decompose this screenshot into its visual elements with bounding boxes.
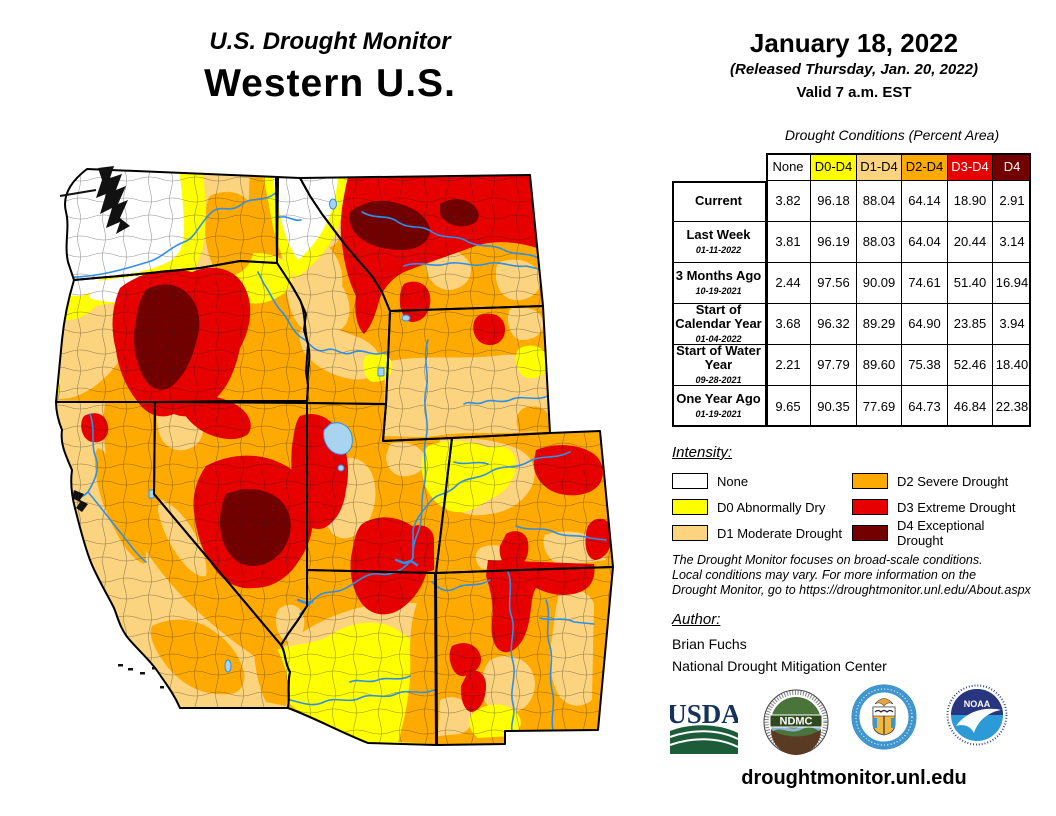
column-header-d0-d4: D0-D4 bbox=[811, 153, 857, 181]
table-value: 64.90 bbox=[902, 304, 948, 345]
table-value: 89.60 bbox=[857, 345, 902, 386]
author-organization: National Drought Mitigation Center bbox=[672, 658, 887, 674]
table-value: 16.94 bbox=[993, 263, 1031, 304]
column-header-d2-d4: D2-D4 bbox=[902, 153, 948, 181]
legend-label: None bbox=[717, 473, 749, 489]
table-value: 3.14 bbox=[993, 222, 1031, 263]
table-value: 75.38 bbox=[902, 345, 948, 386]
legend-heading: Intensity: bbox=[672, 444, 733, 461]
table-value: 90.09 bbox=[857, 263, 902, 304]
table-value: 20.44 bbox=[948, 222, 993, 263]
strait-line bbox=[59, 189, 97, 197]
table-value: 64.14 bbox=[902, 181, 948, 222]
table-value: 18.40 bbox=[993, 345, 1031, 386]
author-name: Brian Fuchs bbox=[672, 636, 747, 652]
legend-swatch bbox=[672, 499, 708, 515]
table-value: 96.19 bbox=[811, 222, 857, 263]
drought-conditions-table: None D0-D4 D1-D4 D2-D4 D3-D4 D4 Current 3.82 96.… bbox=[672, 153, 1031, 427]
rivers bbox=[63, 191, 607, 732]
coastal-water-marks bbox=[72, 166, 164, 689]
table-value: 2.21 bbox=[766, 345, 811, 386]
svg-text:NDMC: NDMC bbox=[780, 716, 813, 728]
lakes bbox=[148, 198, 411, 673]
legend-item: D2 Severe Drought bbox=[852, 468, 1032, 494]
legend-item: D0 Abnormally Dry bbox=[672, 494, 852, 520]
column-header-none: None bbox=[766, 153, 811, 181]
table-value: 96.18 bbox=[811, 181, 857, 222]
intensity-legend: Intensity: None D0 Abnormally Dry D1 Moder… bbox=[672, 444, 1052, 548]
legend-item: D3 Extreme Drought bbox=[852, 494, 1032, 520]
column-header-d4: D4 bbox=[993, 153, 1031, 181]
legend-item: None bbox=[672, 468, 852, 494]
legend-swatch bbox=[852, 525, 888, 541]
row-label: Start of Calendar Year 01-04-2022 bbox=[672, 302, 766, 345]
table-value: 9.65 bbox=[766, 386, 811, 427]
map-region-title: Western U.S. bbox=[204, 62, 456, 105]
valid-time: Valid 7 a.m. EST bbox=[796, 84, 912, 101]
commerce-seal-logo bbox=[851, 684, 917, 750]
legend-label: D0 Abnormally Dry bbox=[717, 499, 826, 515]
table-value: 64.04 bbox=[902, 222, 948, 263]
table-value: 2.91 bbox=[993, 181, 1031, 222]
table-value: 52.46 bbox=[948, 345, 993, 386]
table-value: 3.82 bbox=[766, 181, 811, 222]
legend-label: D4 Exceptional Drought bbox=[897, 518, 985, 548]
table-value: 90.35 bbox=[811, 386, 857, 427]
table-caption: Drought Conditions (Percent Area) bbox=[784, 127, 1000, 143]
author-heading: Author: bbox=[672, 611, 721, 628]
legend-swatch bbox=[672, 525, 708, 541]
table-value: 18.90 bbox=[948, 181, 993, 222]
report-date: January 18, 2022 bbox=[749, 28, 959, 58]
table-value: 22.38 bbox=[993, 386, 1031, 427]
ndmc-logo: NDMC bbox=[763, 689, 829, 755]
column-header-d1-d4: D1-D4 bbox=[857, 153, 902, 181]
row-label: Last Week 01-11-2022 bbox=[672, 222, 766, 263]
table-value: 3.68 bbox=[766, 304, 811, 345]
table-value: 2.44 bbox=[766, 263, 811, 304]
column-header-d3-d4: D3-D4 bbox=[948, 153, 993, 181]
legend-swatch bbox=[672, 473, 708, 489]
row-label: Start of Water Year 09-28-2021 bbox=[672, 343, 766, 386]
row-label: Current bbox=[672, 181, 766, 222]
state-borders bbox=[55, 168, 614, 746]
row-label: 3 Months Ago 10-19-2021 bbox=[672, 263, 766, 304]
table-value: 97.79 bbox=[811, 345, 857, 386]
released-date: (Released Thursday, Jan. 20, 2022) bbox=[730, 61, 978, 78]
table-value: 88.03 bbox=[857, 222, 902, 263]
table-value: 89.29 bbox=[857, 304, 902, 345]
table-value: 3.81 bbox=[766, 222, 811, 263]
svg-text:USDA: USDA bbox=[670, 700, 738, 729]
county-lines-texture bbox=[56, 169, 613, 745]
usda-logo: USDA bbox=[670, 700, 738, 754]
table-value: 97.56 bbox=[811, 263, 857, 304]
table-value: 88.04 bbox=[857, 181, 902, 222]
table-value: 74.61 bbox=[902, 263, 948, 304]
svg-text:NOAA: NOAA bbox=[964, 699, 991, 709]
table-value: 46.84 bbox=[948, 386, 993, 427]
table-value: 3.94 bbox=[993, 304, 1031, 345]
table-value: 77.69 bbox=[857, 386, 902, 427]
legend-swatch bbox=[852, 499, 888, 515]
disclaimer-text: The Drought Monitor focuses on broad-sca… bbox=[672, 553, 1031, 597]
noaa-logo: NOAA bbox=[945, 683, 1009, 747]
legend-label: D1 Moderate Drought bbox=[717, 525, 843, 541]
legend-item: D4 Exceptional Drought bbox=[852, 518, 1032, 548]
row-label: One Year Ago 01-19-2021 bbox=[672, 386, 766, 427]
table-value: 96.32 bbox=[811, 304, 857, 345]
table-corner-blank bbox=[672, 153, 766, 181]
table-value: 64.73 bbox=[902, 386, 948, 427]
table-value: 23.85 bbox=[948, 304, 993, 345]
legend-label: D2 Severe Drought bbox=[897, 473, 1009, 489]
legend-swatch bbox=[852, 473, 888, 489]
website-url: droughtmonitor.unl.edu bbox=[741, 767, 967, 789]
legend-label: D3 Extreme Drought bbox=[897, 499, 1016, 515]
table-value: 51.40 bbox=[948, 263, 993, 304]
map-title: U.S. Drought Monitor bbox=[209, 28, 451, 55]
legend-item: D1 Moderate Drought bbox=[672, 520, 852, 546]
